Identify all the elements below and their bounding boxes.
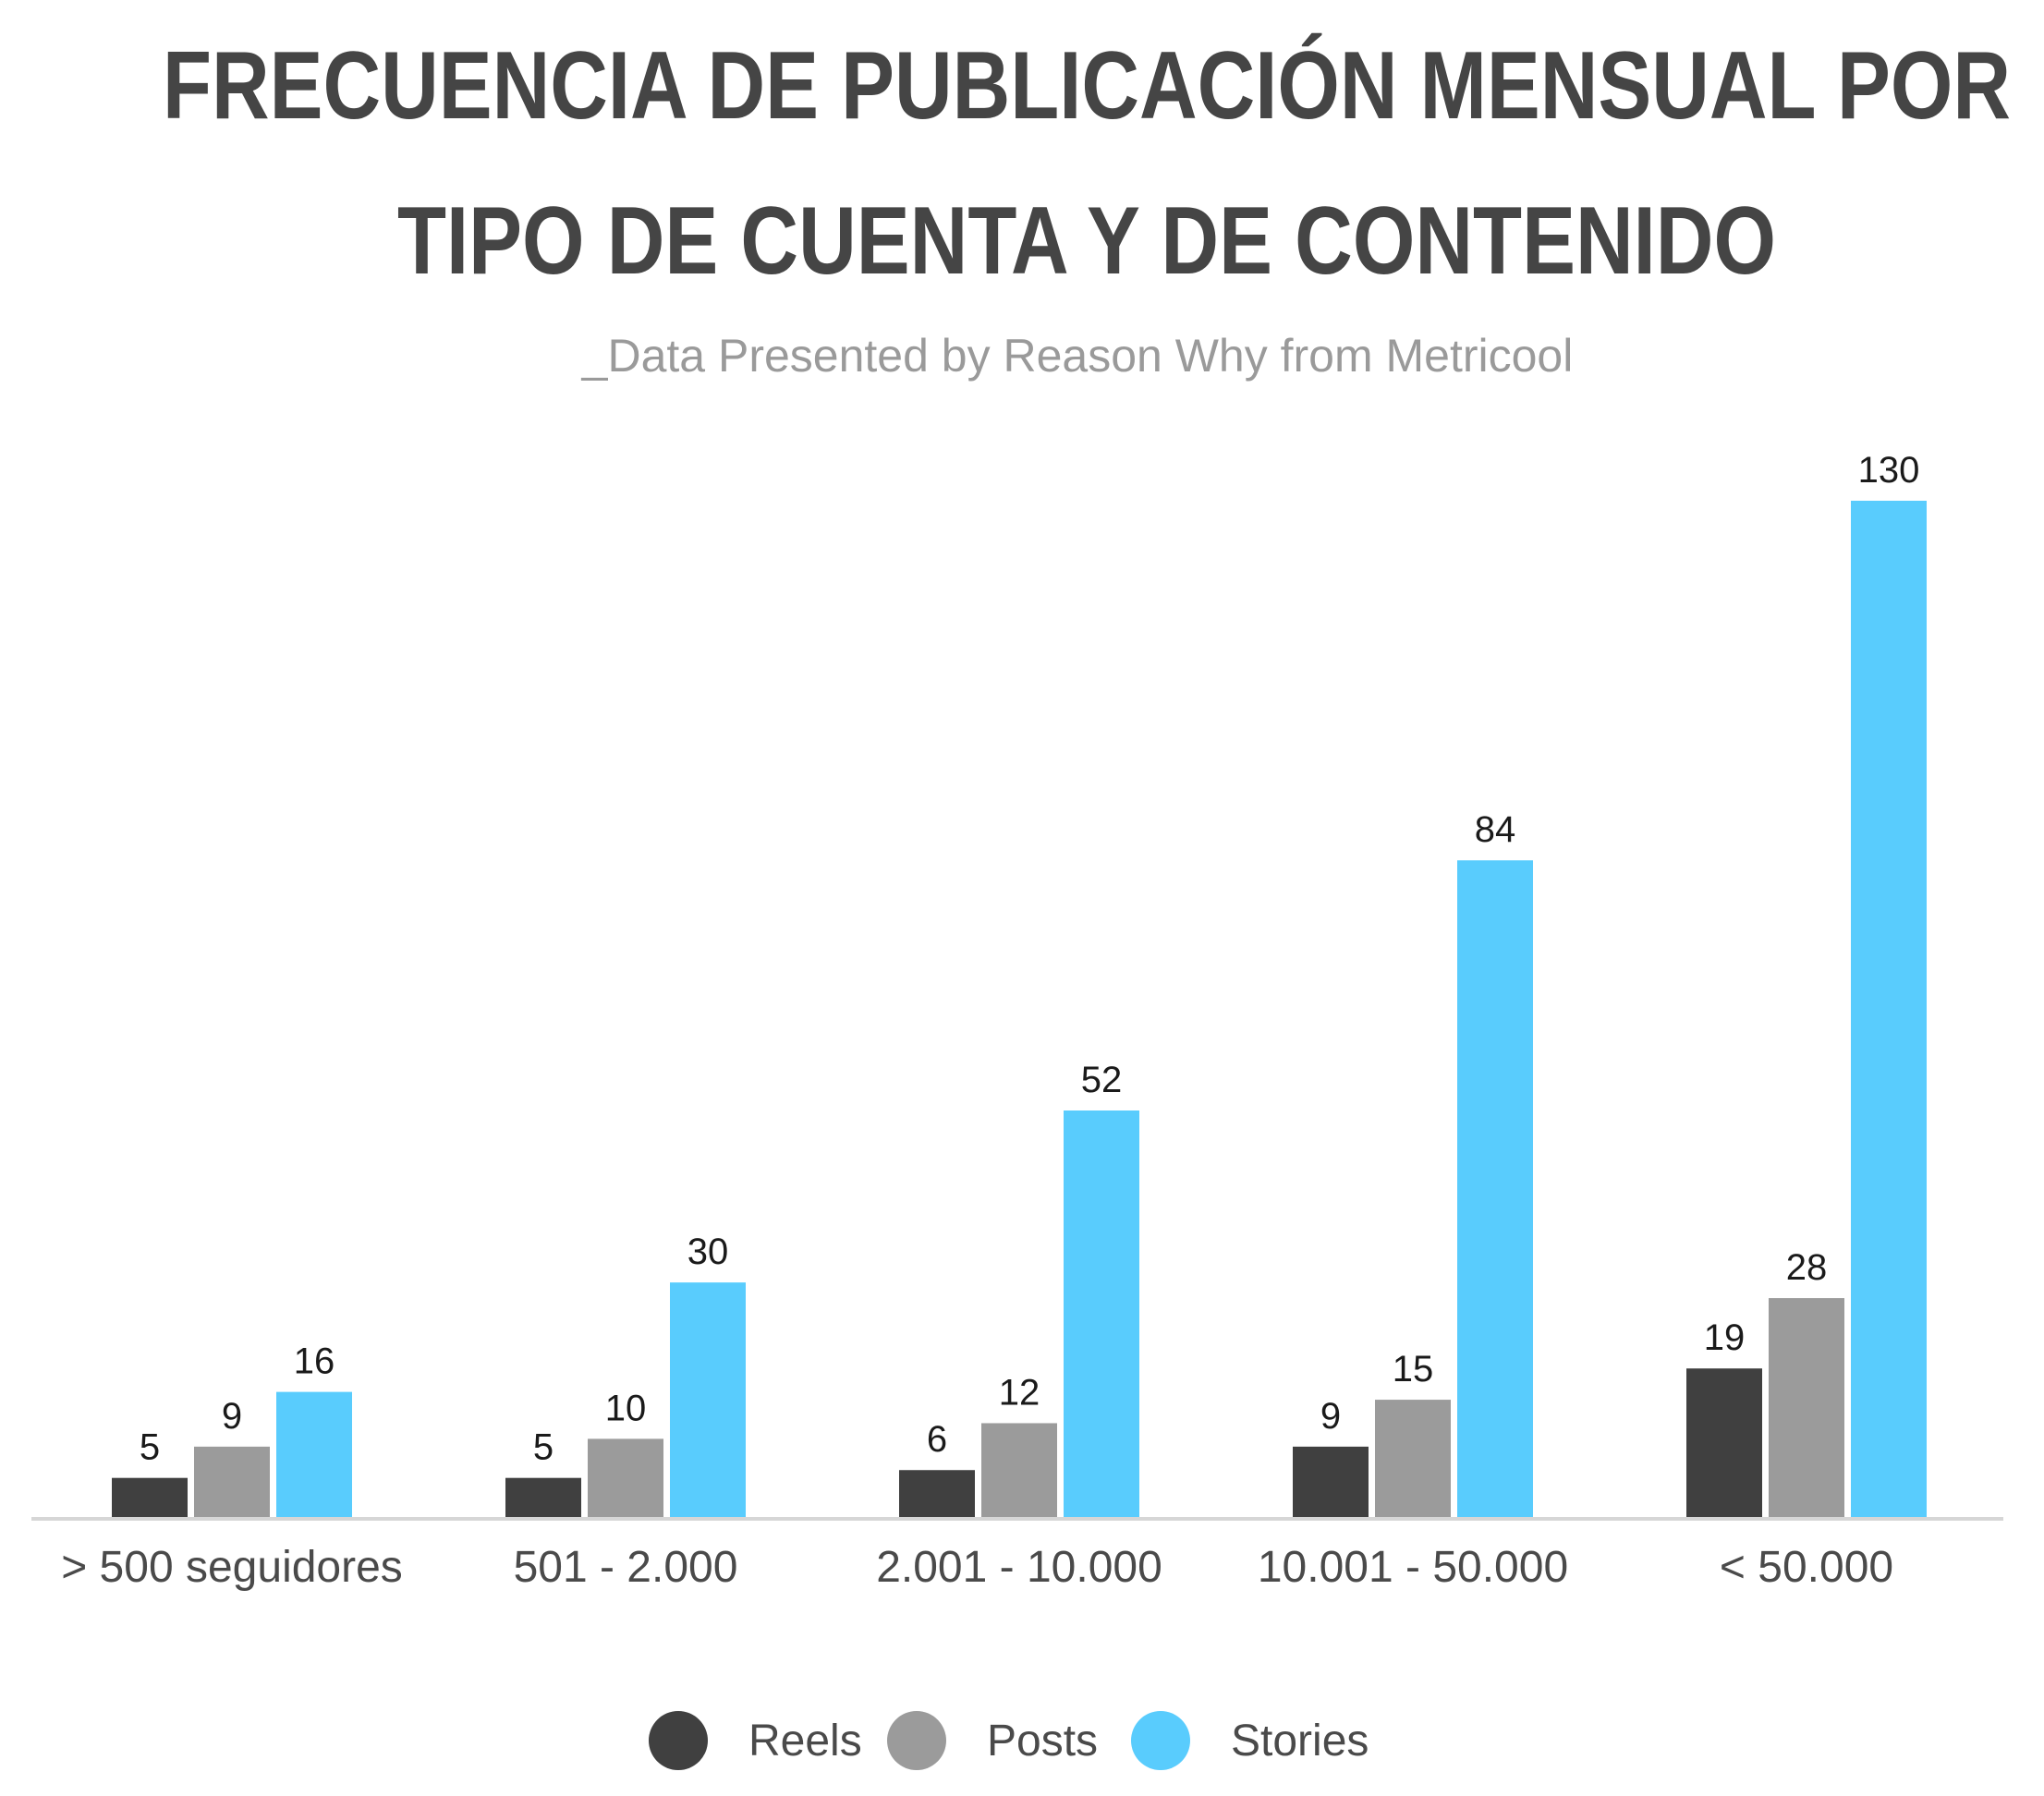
x-tick-label-4: < 50.000 — [1720, 1543, 1893, 1592]
bar-posts-2 — [981, 1423, 1057, 1517]
bar-posts-1 — [588, 1438, 663, 1517]
legend-label-stories: Stories — [1231, 1717, 1369, 1766]
x-tick-label-1: 501 - 2.000 — [514, 1543, 738, 1592]
bar-posts-0 — [194, 1446, 270, 1517]
data-label-posts-0: 9 — [222, 1396, 242, 1437]
data-label-posts-4: 28 — [1786, 1247, 1828, 1288]
data-label-stories-2: 52 — [1081, 1060, 1123, 1100]
x-tick-label-3: 10.001 - 50.000 — [1258, 1543, 1568, 1592]
bar-reels-0 — [112, 1477, 188, 1517]
bar-stories-4 — [1851, 501, 1927, 1517]
bar-reels-2 — [899, 1470, 975, 1517]
bar-posts-3 — [1375, 1400, 1451, 1517]
data-label-reels-4: 19 — [1704, 1317, 1746, 1358]
legend-swatch-reels — [649, 1711, 708, 1770]
bar-reels-1 — [505, 1477, 581, 1517]
legend-swatch-posts — [887, 1711, 946, 1770]
data-label-reels-1: 5 — [533, 1427, 554, 1468]
chart-subtitle: _Data Presented by Reason Why from Metri… — [581, 330, 1574, 382]
data-label-reels-0: 5 — [140, 1427, 160, 1468]
bar-reels-3 — [1293, 1446, 1369, 1517]
bar-stories-0 — [276, 1391, 352, 1517]
legend-swatch-stories — [1131, 1711, 1190, 1770]
bar-stories-2 — [1064, 1110, 1139, 1517]
data-label-reels-3: 9 — [1320, 1396, 1341, 1437]
bar-reels-4 — [1686, 1368, 1762, 1517]
legend-label-reels: Reels — [748, 1717, 862, 1766]
bar-stories-1 — [670, 1282, 746, 1517]
data-label-posts-3: 15 — [1393, 1349, 1434, 1389]
legend-label-posts: Posts — [987, 1717, 1098, 1766]
bar-posts-4 — [1769, 1298, 1844, 1517]
data-label-reels-2: 6 — [927, 1419, 947, 1460]
chart-title-line-2: TIPO DE CUENTA Y DE CONTENIDO — [397, 188, 1776, 295]
x-tick-label-2: 2.001 - 10.000 — [876, 1543, 1162, 1592]
data-label-stories-1: 30 — [687, 1232, 729, 1272]
data-label-posts-1: 10 — [605, 1388, 647, 1428]
bar-stories-3 — [1457, 860, 1533, 1517]
x-tick-labels: > 500 seguidores 501 - 2.000 2.001 - 10.00… — [61, 1543, 1893, 1592]
plot-area: 5 9 16 5 10 30 6 12 52 9 15 84 19 28 130 — [112, 450, 1927, 1517]
data-label-stories-3: 84 — [1475, 809, 1516, 850]
data-label-stories-0: 16 — [294, 1341, 335, 1382]
chart-title-line-1: FRECUENCIA DE PUBLICACIÓN MENSUAL POR — [163, 32, 2011, 140]
data-label-stories-4: 130 — [1858, 450, 1920, 491]
x-tick-label-0: > 500 seguidores — [61, 1543, 403, 1592]
legend: Reels Posts Stories — [649, 1711, 1369, 1770]
data-label-posts-2: 12 — [999, 1372, 1040, 1413]
